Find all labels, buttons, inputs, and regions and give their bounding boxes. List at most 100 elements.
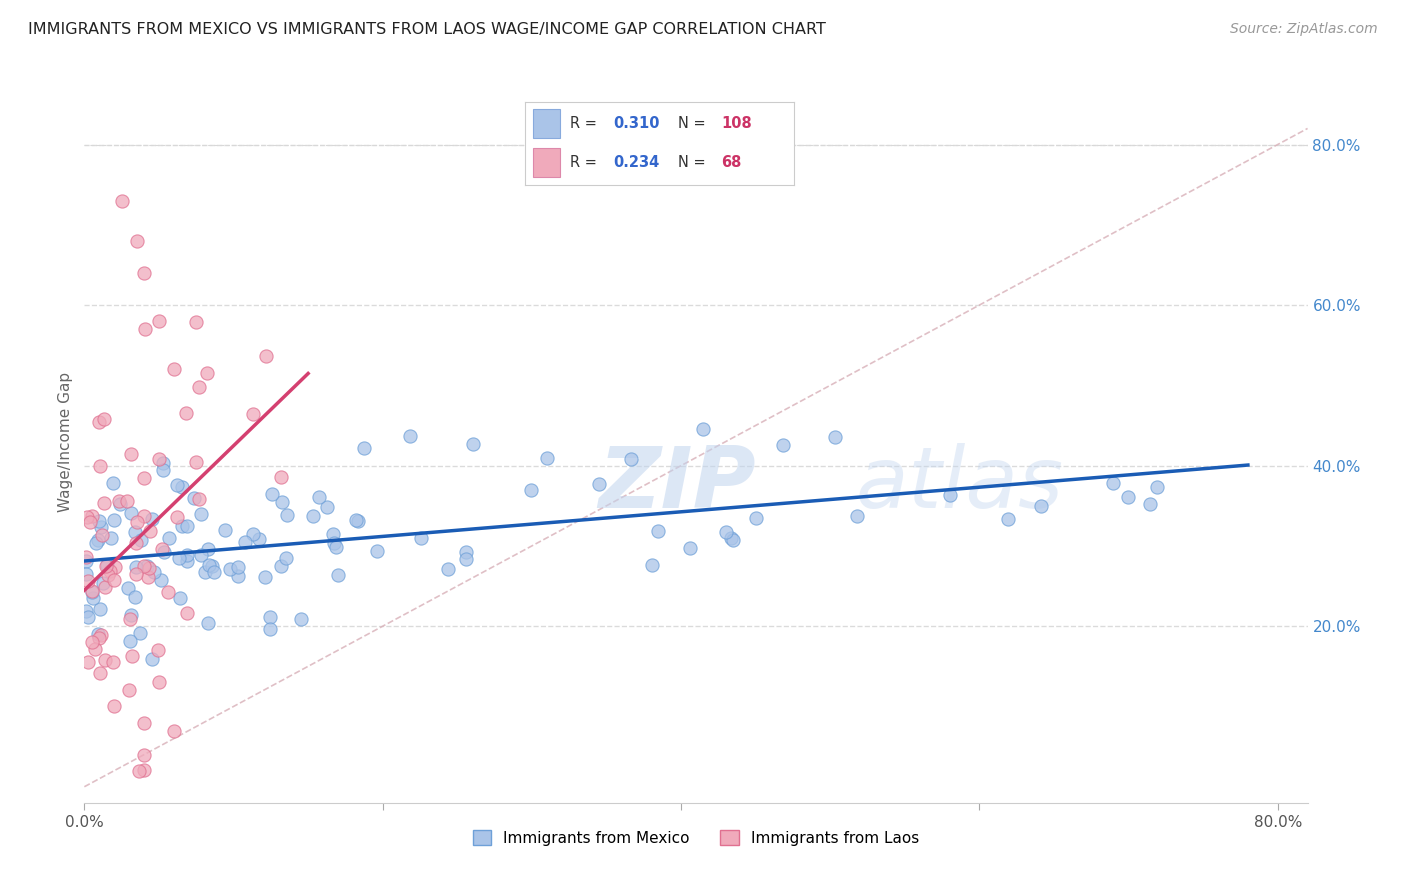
Point <box>184 315 207 329</box>
Point <box>322 536 344 550</box>
Point <box>134 322 156 336</box>
Point <box>157 531 180 545</box>
Point <box>456 545 478 559</box>
Point <box>720 531 742 545</box>
Point <box>94 580 117 594</box>
Point <box>1116 490 1139 504</box>
Point <box>242 527 264 541</box>
Point <box>437 562 460 576</box>
Point <box>156 584 179 599</box>
Point <box>197 542 219 557</box>
Point <box>167 551 190 566</box>
Point <box>128 764 150 778</box>
Point <box>101 655 124 669</box>
Point <box>118 683 141 698</box>
Point <box>461 436 484 450</box>
Point <box>233 535 256 549</box>
Point <box>135 558 157 573</box>
Point <box>152 463 174 477</box>
Point <box>166 478 188 492</box>
Point <box>190 549 212 563</box>
Point <box>344 513 367 527</box>
Point <box>200 558 222 573</box>
Text: atlas: atlas <box>855 443 1063 526</box>
Point <box>115 494 138 508</box>
Point <box>346 514 368 528</box>
Point <box>82 635 104 649</box>
Point <box>692 421 714 435</box>
Point <box>772 438 794 452</box>
Point <box>90 520 112 534</box>
Point <box>103 699 125 714</box>
Point <box>536 450 558 465</box>
Point <box>1146 480 1168 494</box>
Point <box>89 458 111 473</box>
Point <box>254 349 277 363</box>
Point <box>132 266 155 280</box>
Point <box>129 533 152 548</box>
Point <box>132 509 155 524</box>
Point <box>197 616 219 631</box>
Point <box>76 509 98 524</box>
Point <box>152 456 174 470</box>
Point <box>93 495 115 509</box>
Point <box>714 524 737 539</box>
Point <box>75 604 97 618</box>
Point <box>98 564 121 578</box>
Point <box>214 523 236 537</box>
Point <box>90 628 112 642</box>
Point <box>259 610 281 624</box>
Point <box>193 565 215 579</box>
Point <box>118 612 141 626</box>
Point <box>174 406 197 420</box>
Point <box>129 626 152 640</box>
Point <box>366 544 388 558</box>
Point <box>75 553 97 567</box>
Point <box>176 554 198 568</box>
Point <box>80 585 103 599</box>
Point <box>270 469 292 483</box>
Text: Source: ZipAtlas.com: Source: ZipAtlas.com <box>1230 22 1378 37</box>
Point <box>150 541 173 556</box>
Point <box>125 234 148 248</box>
Point <box>134 471 156 485</box>
Point <box>187 492 209 507</box>
Point <box>170 480 193 494</box>
Point <box>120 608 142 623</box>
Point <box>322 526 344 541</box>
Point <box>163 362 186 376</box>
Point <box>120 634 142 648</box>
Point <box>143 566 166 580</box>
Point <box>169 591 191 605</box>
Point <box>87 627 110 641</box>
Point <box>184 455 207 469</box>
Point <box>647 524 669 538</box>
Point <box>146 643 169 657</box>
Point <box>124 524 146 539</box>
Point <box>94 559 117 574</box>
Point <box>79 515 101 529</box>
Point <box>166 510 188 524</box>
Point <box>845 509 868 524</box>
Point <box>91 528 114 542</box>
Point <box>316 500 339 515</box>
Point <box>89 415 111 429</box>
Point <box>141 512 163 526</box>
Point <box>641 558 664 572</box>
Point <box>100 531 122 545</box>
Point <box>125 567 148 582</box>
Point <box>93 412 115 426</box>
Point <box>176 606 198 620</box>
Point <box>77 610 100 624</box>
Point <box>520 483 543 497</box>
Point <box>153 544 176 558</box>
Point <box>121 648 143 663</box>
Point <box>120 448 142 462</box>
Point <box>141 652 163 666</box>
Point <box>77 574 100 589</box>
Point <box>588 477 610 491</box>
Point <box>226 560 249 574</box>
Point <box>89 666 111 681</box>
Point <box>75 549 97 564</box>
Point <box>170 518 193 533</box>
